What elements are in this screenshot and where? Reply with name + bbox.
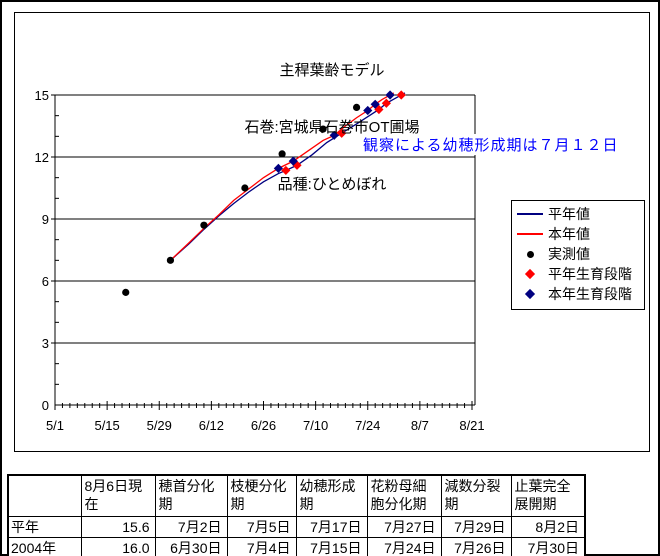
series-current-year-stages [273,90,395,173]
x-axis-tick-label: 6/26 [251,418,276,433]
table-row: 2004年 16.0 6月30日 7月4日 7月15日 7月24日 7月26日 7月30日 [7,537,586,556]
legend-item-label: 平年値 [548,206,590,222]
chart-legend: 平年値本年値実測値平年生育段階 本年生育段階 [511,200,645,310]
table-header-cell: 減数分裂期 [440,474,512,517]
legend-item-current-year-line: 本年値 [512,224,644,244]
x-axis-tick-label: 5/1 [46,418,64,433]
table-cell-value: 6月30日 [154,537,228,556]
legend-item-label: 本年値 [548,226,590,242]
growth-stage-marker [288,156,298,166]
table-cell-value: 7月30日 [510,537,586,556]
y-axis-tick-label: 12 [35,150,49,165]
growth-stage-marker [281,165,291,176]
legend-item-label: 実測値 [548,246,590,262]
table-header-cell: 止葉完全展開期 [510,474,586,517]
growth-stage-marker [374,104,384,115]
table-cell-value: 16.0 [80,537,156,556]
y-axis-tick-label: 3 [42,336,49,351]
growth-stage-marker [385,90,395,100]
y-axis-tick-label: 6 [42,274,49,289]
growth-stage-table: 8月6日現在 穂首分化期 枝梗分化期 幼穂形成期 花粉母細胞分化期 減数分裂期 止葉完全展開… [7,474,586,556]
table-cell-value: 7月24日 [366,537,442,556]
line-swatch-icon [512,233,548,235]
measured-point [278,150,286,158]
y-axis-tick-label: 0 [42,398,49,413]
table-row-label: 平年 [7,516,82,538]
y-axis-tick-label: 15 [35,88,49,103]
diamond-marker-icon [512,268,548,280]
axis-labels: 0 3 6 9 12 15 5/1 5/15 5/29 6/12 6/26 7/10 7/24 8/7 8/… [35,88,485,433]
x-axis-tick-label: 5/29 [147,418,172,433]
series-normal-year-stages [281,90,406,176]
chart-title-line-3: 品種:ひとめぼれ [277,176,387,193]
legend-item-label: 平年生育段階 [548,266,632,282]
table-row: 平年 15.6 7月2日 7月5日 7月17日 7月27日 7月29日 8月2日 [7,516,586,538]
growth-stage-marker [337,128,347,138]
table-header-cell: 穂首分化期 [154,474,228,517]
x-axis-tick-label: 8/21 [459,418,484,433]
x-axis-tick-label: 6/12 [199,418,224,433]
chart-title: 主稈葉齢モデル 石巻:宮城県石巻市OT圃場 品種:ひとめぼれ [15,23,649,232]
measured-point [319,125,327,133]
table-cell-value: 7月26日 [440,537,512,556]
growth-stage-marker [329,130,339,140]
table-header-cell: 枝梗分化期 [226,474,297,517]
legend-item-normal-year-line: 平年値 [512,204,644,224]
measured-point [166,256,175,264]
diamond-marker-icon [512,288,548,300]
table-header-cell: 8月6日現在 [80,474,156,517]
table-header-cell: 幼穂形成期 [295,474,368,517]
table-cell-value: 7月2日 [154,516,228,538]
growth-stage-marker [363,105,373,116]
chart-title-line-2: 石巻:宮城県石巻市OT圃場 [244,119,420,136]
table-header-cell: 花粉母細胞分化期 [366,474,442,517]
table-header-cell [7,474,82,517]
gridlines [55,94,475,344]
x-axis-tick-label: 7/10 [303,418,328,433]
x-axis-tick-label: 8/7 [411,418,429,433]
table-cell-value: 7月17日 [295,516,368,538]
legend-item-measured-points: 実測値 [512,244,644,264]
annotation-observed-panicle-date: 観察による幼穂形成期は７月１２日 [363,134,619,155]
table-cell-value: 7月27日 [366,516,442,538]
growth-stage-marker [370,99,380,109]
measured-point [122,288,130,296]
table-cell-value: 7月29日 [440,516,512,538]
circle-marker-icon [512,250,548,258]
axis-ticks [51,94,473,410]
measured-point [241,184,249,192]
x-axis-tick-label: 7/24 [355,418,380,433]
leaf-age-plot: 0 3 6 9 12 15 5/1 5/15 5/29 6/12 6/26 7/10 7/24 8/7 8/… [35,88,485,433]
legend-item-normal-year-stages: 平年生育段階 [512,264,644,284]
growth-stage-marker [396,90,406,100]
table-cell-value: 15.6 [80,516,156,538]
growth-stage-marker [292,160,302,170]
chart-frame: 0 3 6 9 12 15 5/1 5/15 5/29 6/12 6/26 7/10 7/24 8/7 8/… [14,12,650,452]
measured-point [352,103,361,111]
legend-item-label: 本年生育段階 [548,286,632,302]
table-row-label: 2004年 [7,537,82,556]
growth-stage-marker [381,98,391,108]
table-cell-value: 8月2日 [510,516,586,538]
legend-item-current-year-stages: 本年生育段階 [512,284,644,304]
series-measured-points [122,103,361,296]
measured-point [200,221,208,229]
y-axis-tick-label: 9 [42,212,49,227]
x-axis-tick-label: 5/15 [94,418,119,433]
table-cell-value: 7月4日 [226,537,297,556]
line-swatch-icon [512,213,548,215]
growth-stage-marker [273,163,283,173]
table-cell-value: 7月5日 [226,516,297,538]
chart-title-line-1: 主稈葉齢モデル [279,62,385,79]
table-cell-value: 7月15日 [295,537,368,556]
table-header-row: 8月6日現在 穂首分化期 枝梗分化期 幼穂形成期 花粉母細胞分化期 減数分裂期 止葉完全展開… [7,474,586,517]
